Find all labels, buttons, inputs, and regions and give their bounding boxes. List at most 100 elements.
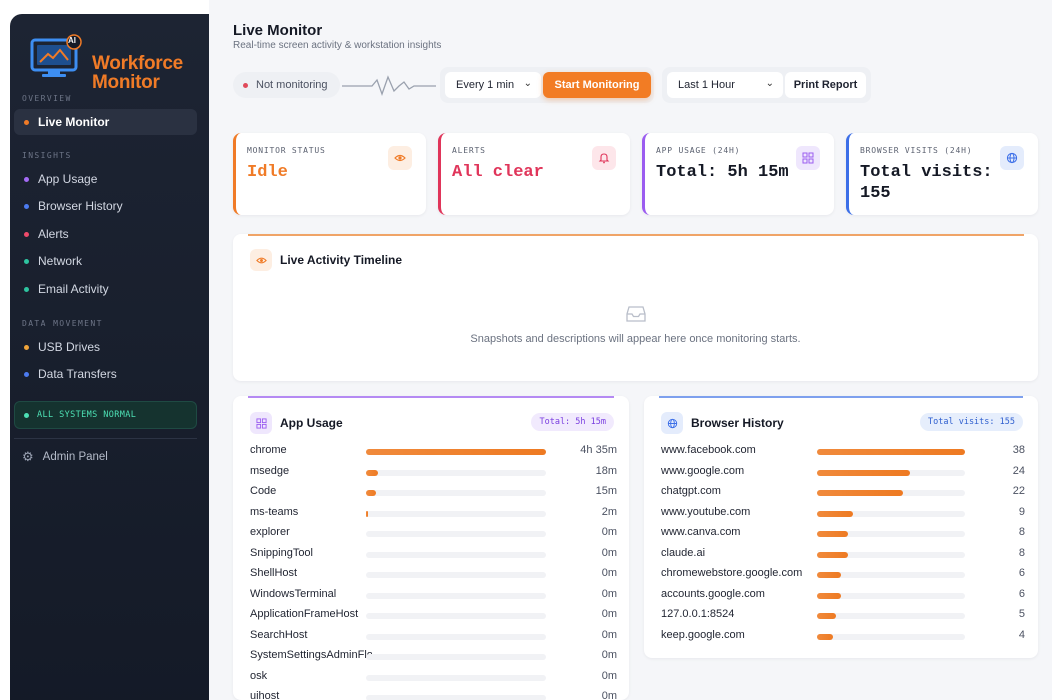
item-name: WindowsTerminal — [250, 587, 337, 600]
status-dot-icon — [24, 412, 29, 418]
status-dot-icon — [243, 82, 248, 88]
list-item[interactable]: chromewebstore.google.com 6 — [644, 564, 1038, 584]
item-value: 8 — [1018, 546, 1025, 559]
usage-bar-track — [817, 633, 965, 640]
globe-icon — [661, 412, 683, 434]
list-item[interactable]: www.google.com 24 — [644, 462, 1038, 482]
item-name: SnippingTool — [250, 546, 313, 559]
list-item[interactable]: SystemSettingsAdminFlows 0m — [233, 646, 629, 666]
usage-bar-track — [366, 695, 546, 700]
kpi-label: ALERTS — [452, 146, 486, 155]
brand-line-2: Monitor — [92, 72, 160, 93]
live-activity-timeline: Live Activity Timeline Snapshots and des… — [233, 234, 1038, 381]
list-item[interactable]: www.canva.com 8 — [644, 523, 1038, 543]
brand-logo[interactable]: AI Workforce Monitor — [30, 32, 200, 92]
item-value: 38 — [1012, 444, 1025, 456]
usage-bar-track — [366, 592, 546, 599]
list-item[interactable]: claude.ai 8 — [644, 544, 1038, 564]
list-item[interactable]: uihost 0m — [233, 687, 629, 700]
interval-select[interactable]: Every 1 min ⌄ — [445, 72, 541, 98]
item-name: SystemSettingsAdminFlows — [250, 649, 372, 661]
usage-bar-track — [817, 510, 965, 517]
usage-bar-fill — [366, 510, 368, 517]
list-item[interactable]: chrome 4h 35m — [233, 441, 629, 461]
item-name: ApplicationFrameHost — [250, 608, 359, 620]
kpi-value: Total: 5h 15m — [656, 163, 789, 182]
list-item[interactable]: ShellHost 0m — [233, 564, 629, 584]
list-item[interactable]: ApplicationFrameHost 0m — [233, 605, 629, 625]
list-item[interactable]: Code 15m — [233, 482, 629, 502]
sidebar-item-data-transfers[interactable]: Data Transfers — [14, 361, 197, 387]
nav-dot-icon — [24, 203, 29, 209]
sidebar-divider — [14, 438, 197, 439]
sidebar-item-usb-drives[interactable]: USB Drives — [14, 334, 197, 360]
admin-panel-link[interactable]: ⚙ Admin Panel — [22, 446, 108, 468]
list-item[interactable]: WindowsTerminal 0m — [233, 585, 629, 605]
bell-icon — [592, 146, 616, 170]
list-item[interactable]: keep.google.com 4 — [644, 626, 1038, 646]
time-range-select[interactable]: Last 1 Hour ⌄ — [667, 72, 783, 98]
sidebar-item-alerts[interactable]: Alerts — [14, 221, 197, 247]
item-value: 4h 35m — [580, 444, 617, 456]
sidebar-item-label: USB Drives — [38, 340, 101, 354]
browser-history-total-badge: Total visits: 155 — [920, 413, 1023, 431]
usage-bar-track — [366, 674, 546, 681]
list-item[interactable]: SearchHost 0m — [233, 626, 629, 646]
kpi-alerts: ALERTS All clear — [438, 133, 630, 215]
item-name: uihost — [250, 690, 280, 700]
panel-accent-bar — [659, 396, 1023, 398]
list-item[interactable]: 127.0.0.1:8524 5 — [644, 605, 1038, 625]
usage-bar-track — [817, 469, 965, 476]
usage-bar-fill — [817, 633, 833, 640]
monitoring-status-text: Not monitoring — [256, 79, 328, 91]
sidebar-item-label: Live Monitor — [38, 115, 110, 129]
start-monitoring-button[interactable]: Start Monitoring — [543, 72, 651, 98]
sidebar-item-label: Email Activity — [38, 282, 109, 296]
main-content: Live Monitor Real-time screen activity &… — [209, 0, 1052, 700]
item-value: 0m — [601, 567, 617, 579]
usage-bar-track — [366, 654, 546, 660]
list-item[interactable]: ms-teams 2m — [233, 503, 629, 523]
sidebar-item-label: Browser History — [38, 199, 123, 213]
sidebar-item-label: App Usage — [38, 172, 98, 186]
sidebar-item-browser-history[interactable]: Browser History — [14, 193, 197, 219]
item-value: 15m — [595, 485, 617, 497]
sidebar-item-app-usage[interactable]: App Usage — [14, 166, 197, 192]
item-name: keep.google.com — [661, 628, 745, 641]
item-value: 9 — [1018, 505, 1025, 518]
gear-icon: ⚙ — [22, 449, 34, 464]
sidebar-item-network[interactable]: Network — [14, 248, 197, 274]
list-item[interactable]: explorer 0m — [233, 523, 629, 543]
list-item[interactable]: chatgpt.com 22 — [644, 482, 1038, 502]
interval-select-value: Every 1 min — [456, 79, 515, 91]
usage-bar-track — [366, 469, 546, 476]
print-report-button[interactable]: Print Report — [785, 72, 866, 98]
usage-bar-fill — [817, 572, 841, 578]
grid-icon — [796, 146, 820, 170]
item-name: www.google.com — [661, 464, 745, 477]
sidebar: AI Workforce Monitor OVERVIEW Live Monit… — [10, 14, 209, 700]
nav-dot-icon — [24, 119, 29, 125]
sidebar-item-live-monitor[interactable]: Live Monitor — [14, 109, 197, 135]
nav-dot-icon — [24, 176, 29, 182]
eye-icon — [388, 146, 412, 170]
usage-bar-fill — [366, 490, 376, 496]
list-item[interactable]: msedge 18m — [233, 462, 629, 482]
usage-bar-fill — [817, 490, 903, 496]
usage-bar-track — [817, 592, 965, 599]
list-item[interactable]: accounts.google.com 6 — [644, 585, 1038, 605]
usage-bar-fill — [817, 510, 853, 517]
usage-bar-fill — [817, 551, 849, 558]
list-item[interactable]: osk 0m — [233, 667, 629, 687]
app-usage-panel: App Usage Total: 5h 15m chrome 4h 35m msed… — [233, 396, 629, 700]
list-item[interactable]: www.youtube.com 9 — [644, 503, 1038, 523]
sidebar-item-email-activity[interactable]: Email Activity — [14, 276, 197, 302]
list-item[interactable]: www.facebook.com 38 — [644, 441, 1038, 461]
item-value: 0m — [601, 669, 617, 682]
kpi-label: APP USAGE (24H) — [656, 146, 741, 155]
list-item[interactable]: SnippingTool 0m — [233, 544, 629, 564]
item-name: www.facebook.com — [661, 444, 756, 456]
usage-bar-track — [817, 531, 965, 537]
usage-bar-track — [366, 613, 546, 619]
kpi-value: All clear — [452, 163, 544, 182]
